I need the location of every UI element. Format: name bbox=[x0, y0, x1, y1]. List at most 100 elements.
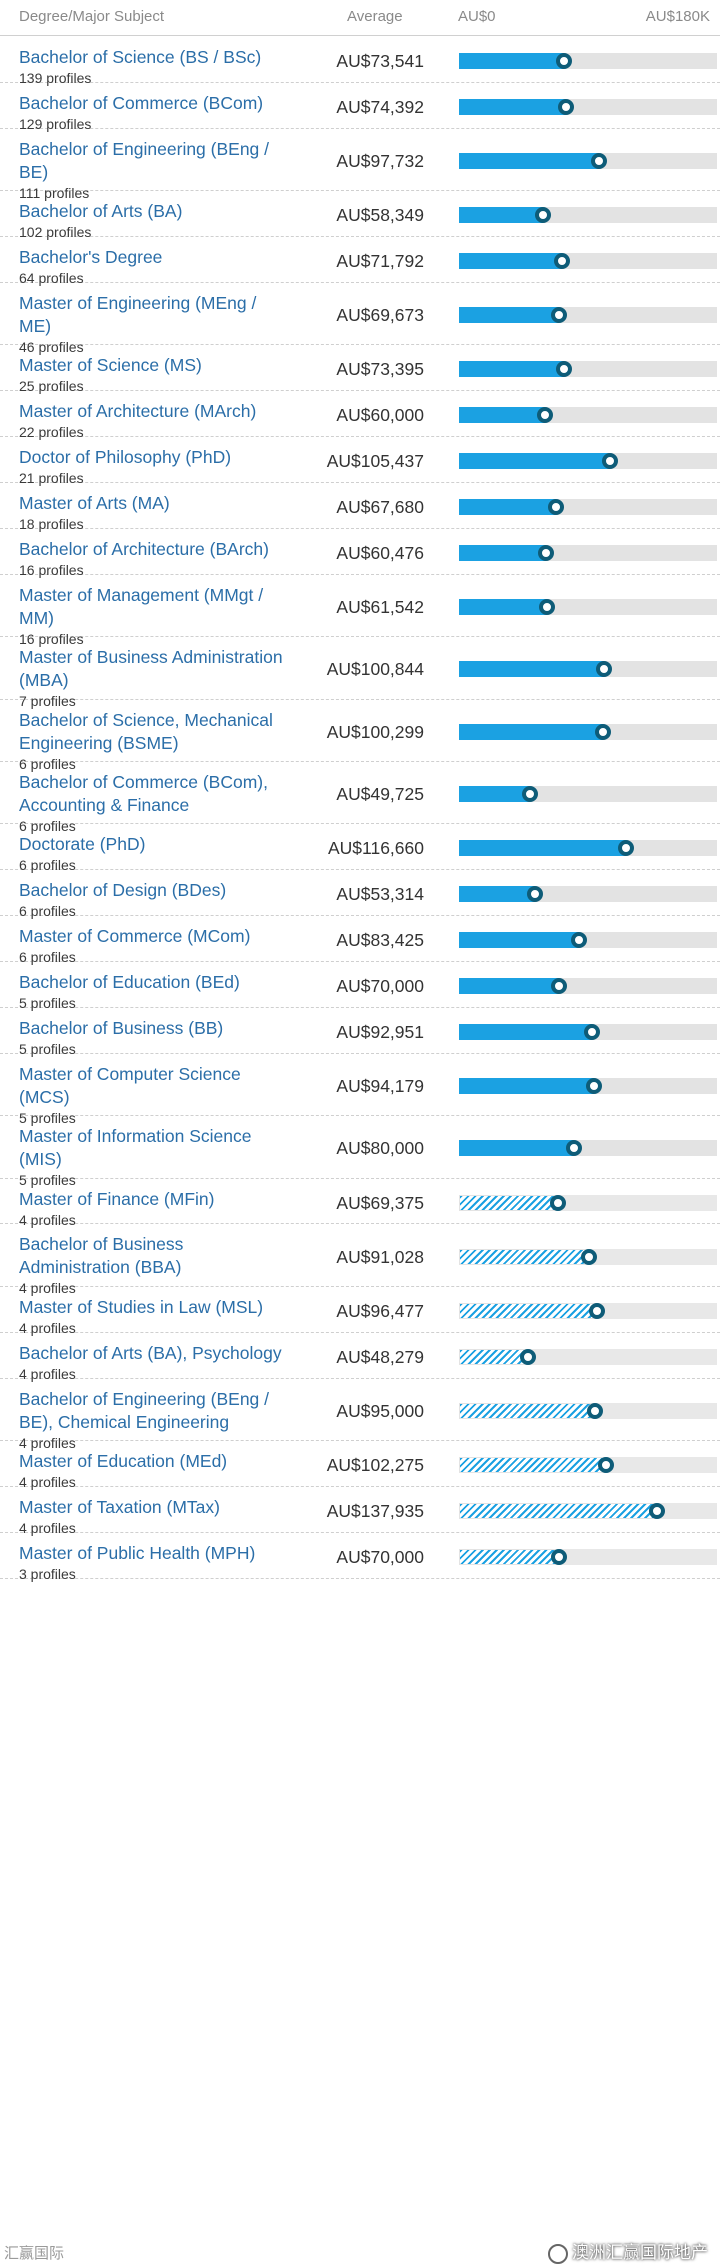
degree-link[interactable]: Master of Education (MEd) bbox=[19, 1451, 228, 1472]
salary-bar-fill bbox=[459, 1023, 593, 1040]
salary-marker[interactable] bbox=[553, 253, 570, 269]
average-salary: AU$100,299 bbox=[326, 721, 424, 742]
degree-link[interactable]: Doctorate (PhD) bbox=[19, 834, 146, 855]
salary-bar-fill bbox=[459, 207, 543, 224]
salary-bar-fill bbox=[459, 152, 600, 169]
table-row: Bachelor of Engineering (BEng / BE), Che… bbox=[0, 1379, 720, 1451]
table-row: Master of Taxation (MTax) 4 profiles AU$13… bbox=[0, 1487, 720, 1536]
salary-marker[interactable] bbox=[537, 544, 554, 561]
degree-link[interactable]: Master of Taxation (MTax) bbox=[19, 1496, 220, 1517]
table-row: Bachelor of Arts (BA) 102 profiles AU$58,3… bbox=[0, 191, 720, 240]
table-row: Bachelor of Design (BDes) 6 profiles AU$53… bbox=[0, 870, 720, 919]
degree-cell: Bachelor of Business Administration (BBA… bbox=[19, 1233, 289, 1298]
average-salary: AU$73,395 bbox=[336, 359, 424, 380]
salary-marker[interactable] bbox=[551, 1548, 568, 1565]
degree-link[interactable]: Master of Engineering (MEng / ME) bbox=[19, 292, 257, 336]
degree-link[interactable]: Bachelor of Engineering (BEng / BE), Che… bbox=[19, 1388, 270, 1432]
degree-cell: Bachelor of Science (BS / BSc) 139 profil… bbox=[19, 46, 289, 88]
salary-bar-track bbox=[459, 886, 717, 903]
degree-link[interactable]: Master of Arts (MA) bbox=[19, 493, 170, 514]
profile-count: 111 profiles bbox=[19, 184, 90, 201]
salary-bar-track bbox=[459, 1348, 717, 1365]
salary-marker[interactable] bbox=[550, 307, 567, 324]
salary-bar-track bbox=[459, 1302, 717, 1319]
salary-bar-fill bbox=[459, 723, 603, 740]
salary-bar-fill bbox=[459, 52, 565, 69]
salary-marker[interactable] bbox=[556, 361, 573, 378]
degree-link[interactable]: Bachelor of Design (BDes) bbox=[19, 880, 227, 901]
watermark-left: 汇赢国际 bbox=[4, 2245, 65, 2262]
table-row: Bachelor of Commerce (BCom) 129 profiles A… bbox=[0, 83, 720, 132]
degree-link[interactable]: Bachelor of Science, Mechanical Engineer… bbox=[19, 709, 273, 753]
salary-marker[interactable] bbox=[557, 98, 574, 115]
salary-marker[interactable] bbox=[550, 1194, 567, 1211]
salary-marker[interactable] bbox=[602, 453, 619, 470]
profile-count: 7 profiles bbox=[19, 693, 76, 710]
degree-link[interactable]: Bachelor of Arts (BA) bbox=[19, 201, 183, 222]
profile-count: 129 profiles bbox=[19, 115, 92, 132]
salary-marker[interactable] bbox=[539, 598, 556, 615]
salary-marker[interactable] bbox=[584, 1023, 601, 1040]
header-range-min: AU$0 bbox=[458, 8, 496, 25]
degree-link[interactable]: Bachelor of Commerce (BCom), Accounting … bbox=[19, 771, 268, 815]
degree-cell: Bachelor's Degree 64 profiles bbox=[19, 246, 289, 288]
degree-link[interactable]: Master of Commerce (MCom) bbox=[19, 926, 251, 947]
degree-link[interactable]: Master of Management (MMgt / MM) bbox=[19, 584, 264, 628]
degree-link[interactable]: Bachelor of Business Administration (BBA… bbox=[19, 1234, 184, 1278]
salary-bar-fill bbox=[459, 453, 611, 470]
salary-bar-fill bbox=[459, 932, 579, 949]
degree-link[interactable]: Bachelor of Arts (BA), Psychology bbox=[19, 1342, 282, 1363]
salary-marker[interactable] bbox=[537, 407, 553, 424]
degree-link[interactable]: Master of Architecture (MArch) bbox=[19, 401, 257, 422]
average-salary: AU$116,660 bbox=[327, 838, 424, 859]
table-row: Doctor of Philosophy (PhD) 21 profiles AU$… bbox=[0, 437, 720, 486]
table-row: Master of Finance (MFin) 4 profiles AU$69,… bbox=[0, 1179, 720, 1228]
degree-link[interactable]: Doctor of Philosophy (PhD) bbox=[19, 447, 232, 468]
degree-link[interactable]: Master of Science (MS) bbox=[19, 355, 202, 376]
degree-link[interactable]: Master of Computer Science (MCS) bbox=[19, 1063, 241, 1107]
table-row: Master of Public Health (MPH) 3 profiles A… bbox=[0, 1533, 720, 1582]
salary-marker[interactable] bbox=[587, 1402, 604, 1419]
degree-cell: Doctor of Philosophy (PhD) 21 profiles bbox=[19, 446, 289, 488]
salary-marker[interactable] bbox=[618, 840, 635, 857]
salary-marker[interactable] bbox=[595, 661, 612, 678]
degree-link[interactable]: Bachelor of Education (BEd) bbox=[19, 972, 240, 993]
degree-cell: Bachelor of Education (BEd) 5 profiles bbox=[19, 971, 289, 1013]
degree-link[interactable]: Bachelor of Architecture (BArch) bbox=[19, 538, 269, 559]
average-salary: AU$80,000 bbox=[336, 1138, 424, 1159]
degree-cell: Master of Finance (MFin) 4 profiles bbox=[19, 1188, 289, 1230]
salary-marker[interactable] bbox=[534, 207, 551, 224]
salary-marker[interactable] bbox=[570, 932, 587, 949]
salary-marker[interactable] bbox=[527, 886, 544, 903]
degree-link[interactable]: Bachelor of Business (BB) bbox=[19, 1017, 224, 1038]
profile-count: 5 profiles bbox=[19, 1109, 76, 1126]
salary-marker[interactable] bbox=[597, 1456, 614, 1473]
degree-cell: Master of Science (MS) 25 profiles bbox=[19, 354, 289, 396]
degree-link[interactable]: Master of Business Administration (MBA) bbox=[19, 647, 283, 691]
salary-marker[interactable] bbox=[648, 1502, 665, 1519]
salary-marker[interactable] bbox=[548, 498, 564, 515]
table-row: Bachelor of Business (BB) 5 profiles AU$92… bbox=[0, 1008, 720, 1057]
salary-marker[interactable] bbox=[522, 786, 539, 803]
degree-link[interactable]: Bachelor's Degree bbox=[19, 247, 163, 268]
degree-link[interactable]: Bachelor of Engineering (BEng / BE) bbox=[19, 138, 270, 182]
salary-marker[interactable] bbox=[520, 1348, 537, 1365]
salary-marker[interactable] bbox=[556, 52, 573, 69]
degree-link[interactable]: Bachelor of Commerce (BCom) bbox=[19, 92, 264, 113]
degree-link[interactable]: Master of Finance (MFin) bbox=[19, 1188, 215, 1209]
salary-marker[interactable] bbox=[591, 152, 608, 169]
degree-cell: Master of Studies in Law (MSL) 4 profiles bbox=[19, 1296, 289, 1338]
salary-marker[interactable] bbox=[585, 1078, 602, 1094]
degree-link[interactable]: Bachelor of Science (BS / BSc) bbox=[19, 47, 262, 67]
degree-link[interactable]: Master of Studies in Law (MSL) bbox=[19, 1296, 264, 1317]
salary-marker[interactable] bbox=[589, 1302, 606, 1319]
salary-marker[interactable] bbox=[581, 1248, 598, 1265]
degree-cell: Master of Arts (MA) 18 profiles bbox=[19, 492, 289, 534]
degree-link[interactable]: Master of Information Science (MIS) bbox=[19, 1126, 252, 1170]
average-salary: AU$58,349 bbox=[336, 205, 424, 226]
degree-link[interactable]: Master of Public Health (MPH) bbox=[19, 1542, 256, 1563]
degree-cell: Bachelor of Business (BB) 5 profiles bbox=[19, 1017, 289, 1059]
salary-marker[interactable] bbox=[551, 977, 568, 994]
salary-marker[interactable] bbox=[594, 723, 611, 740]
salary-marker[interactable] bbox=[565, 1140, 582, 1157]
